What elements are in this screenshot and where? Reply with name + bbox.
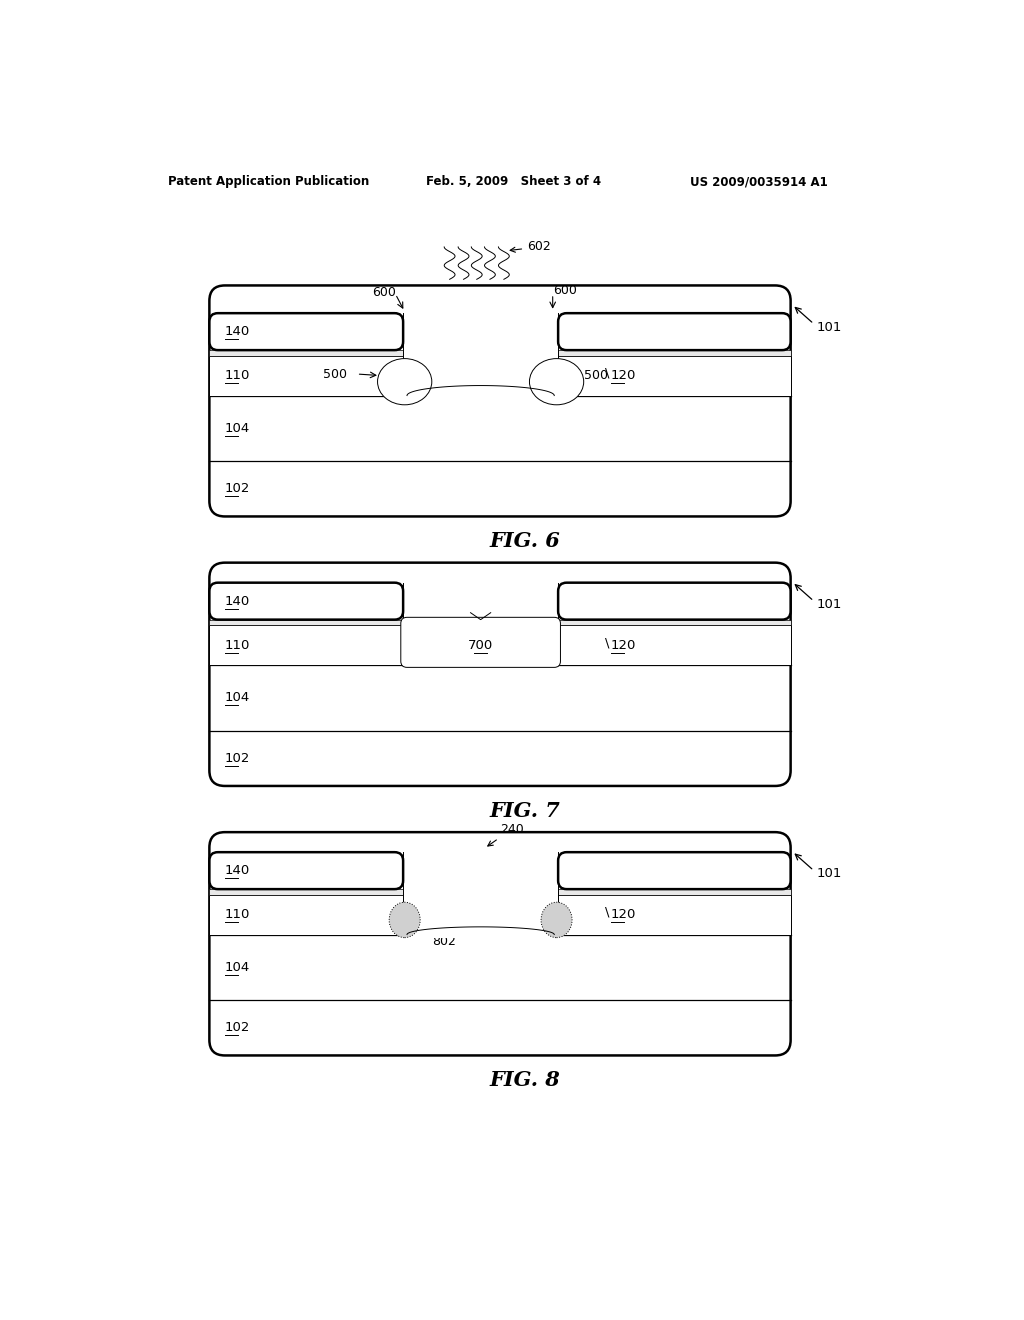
Text: 104: 104 [225, 422, 250, 434]
Text: US 2009/0035914 A1: US 2009/0035914 A1 [690, 176, 827, 189]
Ellipse shape [378, 359, 432, 405]
Bar [558, 890, 791, 895]
Text: FIG. 6: FIG. 6 [489, 531, 560, 550]
Text: 700: 700 [468, 639, 494, 652]
Bar [558, 355, 791, 396]
Bar [209, 895, 403, 935]
Text: 101: 101 [816, 598, 842, 611]
Text: Feb. 5, 2009   Sheet 3 of 4: Feb. 5, 2009 Sheet 3 of 4 [426, 176, 601, 189]
Bar [403, 615, 558, 669]
FancyBboxPatch shape [558, 313, 791, 350]
Bar [558, 350, 791, 355]
Bar [403, 346, 558, 400]
Bar [209, 355, 403, 396]
Text: 101: 101 [816, 321, 842, 334]
Text: 101: 101 [816, 867, 842, 880]
Text: 140: 140 [225, 325, 250, 338]
Text: 110: 110 [225, 639, 250, 652]
Text: 500: 500 [584, 370, 607, 381]
Text: 102: 102 [225, 751, 250, 764]
Text: 110: 110 [225, 908, 250, 921]
Text: 240: 240 [487, 822, 523, 846]
FancyBboxPatch shape [209, 313, 403, 350]
FancyBboxPatch shape [558, 582, 791, 619]
Text: \: \ [604, 636, 609, 649]
FancyBboxPatch shape [558, 853, 791, 890]
Text: 802: 802 [418, 931, 456, 948]
Ellipse shape [529, 359, 584, 405]
Ellipse shape [541, 903, 572, 937]
Text: 602: 602 [510, 240, 551, 253]
Text: \: \ [604, 906, 609, 919]
Text: FIG. 7: FIG. 7 [489, 801, 560, 821]
Text: 110: 110 [225, 370, 250, 381]
Ellipse shape [389, 903, 420, 937]
Text: 140: 140 [225, 865, 250, 878]
Text: 120: 120 [611, 370, 636, 381]
Bar [209, 626, 403, 665]
Bar [558, 619, 791, 626]
Text: 600: 600 [553, 284, 577, 297]
Bar [558, 895, 791, 935]
FancyBboxPatch shape [209, 853, 403, 890]
Text: Patent Application Publication: Patent Application Publication [168, 176, 370, 189]
Bar [403, 886, 558, 939]
FancyBboxPatch shape [209, 285, 791, 516]
FancyBboxPatch shape [209, 562, 791, 785]
Bar [209, 350, 403, 355]
Text: 140: 140 [225, 594, 250, 607]
Text: 600: 600 [372, 286, 396, 298]
Text: 800: 800 [379, 865, 404, 878]
Bar [209, 619, 403, 626]
Bar [558, 626, 791, 665]
Text: 102: 102 [225, 1022, 250, 1035]
Text: 800: 800 [557, 865, 583, 878]
Text: 104: 104 [225, 961, 250, 974]
Text: 102: 102 [225, 482, 250, 495]
Text: FIG. 8: FIG. 8 [489, 1071, 560, 1090]
FancyBboxPatch shape [209, 582, 403, 619]
Text: 120: 120 [611, 639, 636, 652]
Text: 120: 120 [611, 908, 636, 921]
Text: 104: 104 [225, 692, 250, 705]
FancyBboxPatch shape [400, 618, 560, 668]
Text: \: \ [604, 367, 609, 380]
FancyBboxPatch shape [209, 832, 791, 1056]
Text: 500: 500 [324, 367, 347, 380]
Bar [209, 890, 403, 895]
